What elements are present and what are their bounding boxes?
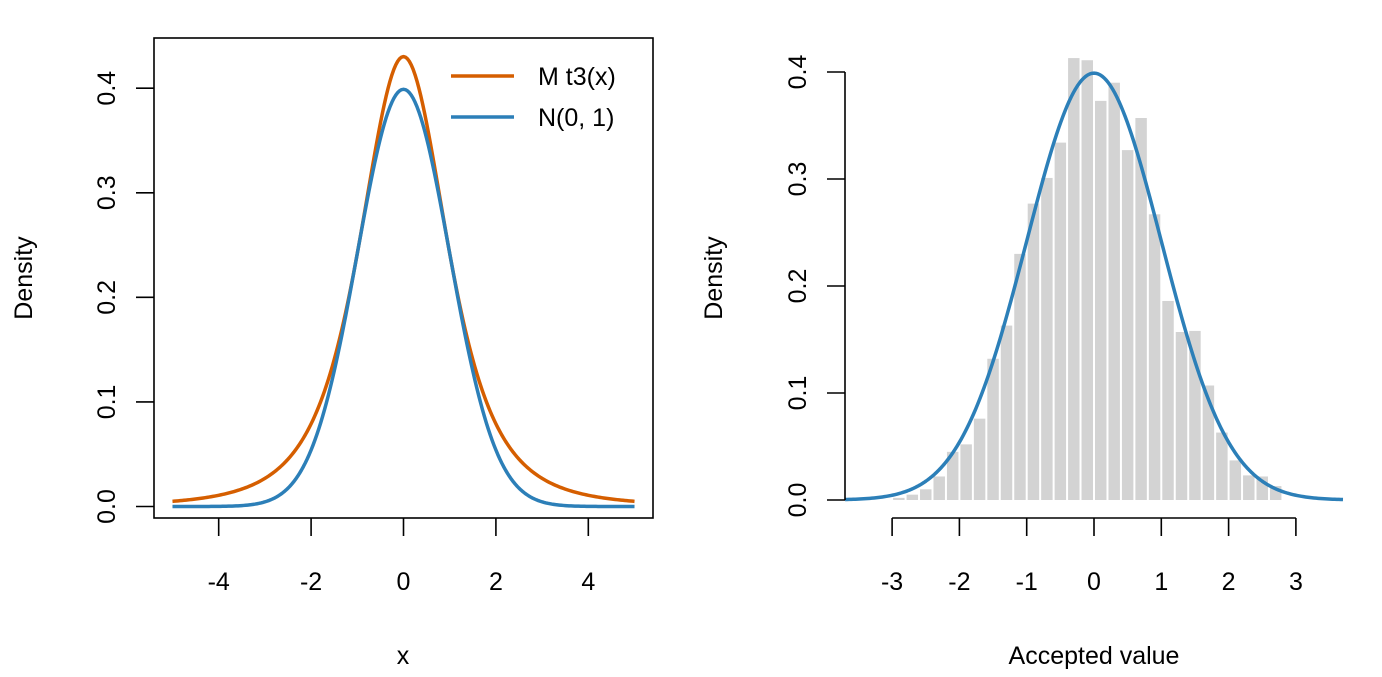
y-tick-label: 0.4 [784, 55, 812, 90]
histogram-bar [973, 418, 986, 500]
right-x-axis-title: Accepted value [1009, 642, 1180, 670]
histogram-bar [1121, 150, 1134, 501]
y-tick-label: 0.1 [93, 385, 121, 420]
series-line-n-0-1- [172, 87, 635, 509]
x-tick-label: -3 [881, 568, 903, 596]
series-line-m-t3-x- [172, 54, 635, 504]
histogram-bar [1014, 253, 1026, 500]
histogram-bar [1189, 330, 1201, 500]
x-tick-label: 3 [1289, 568, 1303, 596]
left-x-axis: -4 -2 0 2 4 [208, 518, 595, 596]
y-tick-label: 0.3 [93, 175, 121, 210]
histogram-bar [893, 497, 905, 500]
x-tick-label: 4 [581, 568, 595, 596]
histogram-bar [933, 476, 945, 500]
y-tick-label: 0.3 [784, 162, 812, 197]
series-line-normal-density [844, 71, 1344, 502]
x-tick-label: 1 [1154, 568, 1168, 596]
y-tick-label: 0.0 [784, 483, 812, 518]
histogram-bar [960, 444, 972, 500]
x-tick-label: -4 [208, 568, 230, 596]
histogram-bar [1027, 203, 1040, 501]
left-series-lines [172, 54, 635, 509]
histogram-bar [1175, 332, 1188, 500]
histogram-bar [1135, 118, 1147, 500]
histogram-bar [1054, 142, 1067, 500]
right-y-axis-title: Density [700, 236, 728, 320]
legend-label-normal: N(0, 1) [538, 104, 614, 132]
right-x-axis: -3 -2 -1 0 1 2 3 [881, 517, 1303, 596]
histogram-bar [920, 489, 932, 500]
y-tick-label: 0.2 [93, 280, 121, 315]
histogram-bar [987, 358, 999, 500]
left-x-axis-title: x [397, 642, 410, 670]
histogram-bar [1095, 100, 1107, 500]
histogram-bar [1229, 460, 1242, 500]
histogram-bar [1216, 432, 1228, 500]
x-tick-label: 2 [1222, 568, 1236, 596]
right-panel: -3 -2 -1 0 1 2 3 0.0 0.1 0.2 0.3 0.4 Accepted valu… [700, 55, 1344, 670]
x-tick-label: 2 [489, 568, 503, 596]
y-tick-label: 0.2 [784, 269, 812, 304]
histogram-bar [1108, 82, 1120, 500]
histogram-bar [1000, 325, 1013, 500]
right-series-lines [844, 71, 1344, 502]
x-tick-label: 0 [1087, 568, 1101, 596]
x-tick-label: -1 [1016, 568, 1038, 596]
legend: M t3(x) N(0, 1) [451, 63, 616, 132]
histogram-bar [1202, 385, 1215, 500]
histogram-bar [946, 451, 959, 500]
histogram-bar [1269, 486, 1282, 500]
histogram-bar [1243, 475, 1255, 500]
left-y-axis: 0.0 0.1 0.2 0.3 0.4 [93, 71, 154, 524]
left-y-axis-title: Density [10, 236, 38, 320]
y-tick-label: 0.1 [784, 376, 812, 411]
histogram-bar [1068, 58, 1080, 501]
right-histogram [893, 58, 1282, 501]
right-y-axis: 0.0 0.1 0.2 0.3 0.4 [784, 55, 846, 518]
y-tick-label: 0.4 [93, 71, 121, 106]
histogram-bar [906, 494, 919, 500]
histogram-bar [1162, 300, 1174, 500]
x-tick-label: -2 [300, 568, 322, 596]
y-tick-label: 0.0 [93, 489, 121, 524]
legend-label-m-t3: M t3(x) [538, 63, 616, 91]
histogram-bar [1256, 476, 1268, 500]
left-panel: -4 -2 0 2 4 0.0 0.1 0.2 0.3 0.4 x Density M t3(x… [10, 37, 654, 670]
x-tick-label: 0 [397, 568, 411, 596]
x-tick-label: -2 [948, 568, 970, 596]
histogram-bar [1148, 214, 1161, 500]
histogram-bar [1041, 177, 1053, 500]
histogram-bar [1081, 60, 1093, 500]
